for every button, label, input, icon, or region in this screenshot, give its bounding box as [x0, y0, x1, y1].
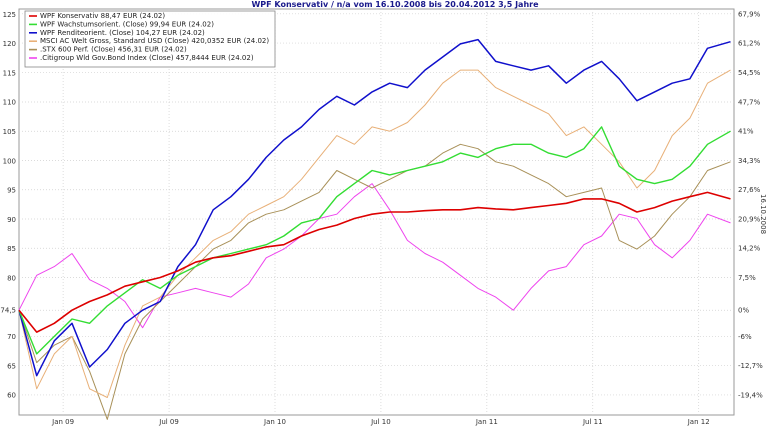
- y-right-tick-label: -6%: [738, 333, 752, 341]
- axis-labels: Jan 09 Jul 09 Jan 10 Jul 10 Jan 11 Jul 11 Jan …: [0, 10, 763, 426]
- y-right-tick-label: 20,9%: [738, 215, 761, 223]
- x-tick-label: Jan 10: [263, 418, 286, 426]
- y-right-tick-label: 41%: [738, 128, 754, 136]
- y-left-tick-label: 90: [7, 216, 16, 224]
- y-right-tick-label: 61,2%: [738, 40, 761, 48]
- y-left-tick-label: 120: [3, 40, 16, 48]
- y-right-tick-label: 7,5%: [738, 274, 756, 282]
- y-right-tick-label: 34,3%: [738, 157, 761, 165]
- series-lines: [18, 38, 731, 420]
- y-left-tick-label: 74,5: [0, 307, 16, 315]
- series-line: [18, 191, 731, 333]
- y-right-tick-label: 0%: [738, 307, 749, 315]
- y-left-tick-label: 65: [7, 362, 16, 370]
- y-right-tick-label: -12,7%: [738, 362, 763, 370]
- x-tick-label: Jul 10: [370, 418, 391, 426]
- legend-entry: WPF Wachstumsorient. (Close) 99,94 EUR (…: [40, 20, 214, 28]
- y-right-tick-label: 47,7%: [738, 98, 761, 106]
- x-tick-label: Jan 11: [475, 418, 498, 426]
- chart-title: WPF Konservativ / n/a vom 16.10.2008 bis…: [251, 0, 539, 9]
- y-right-tick-label: -19,4%: [738, 391, 763, 399]
- legend-entry: .Citigroup Wld Gov.Bond Index (Close) 45…: [40, 54, 254, 62]
- y-left-tick-label: 105: [3, 128, 16, 136]
- series-line: [18, 69, 731, 398]
- y-left-tick-label: 80: [7, 274, 16, 282]
- x-tick-label: Jul 09: [158, 418, 179, 426]
- legend-entry: MSCI AC Welt Gross, Standard USD (Close)…: [40, 37, 269, 45]
- x-tick-label: Jan 09: [51, 418, 74, 426]
- legend: WPF Konservativ 88,47 EUR (24.02)WPF Wac…: [24, 10, 276, 68]
- y-right-tick-label: 54,5%: [738, 69, 761, 77]
- y-left-tick-label: 115: [3, 69, 16, 77]
- y-left-tick-label: 70: [7, 333, 16, 341]
- side-date-label: 16.10.2008: [759, 194, 767, 234]
- y-left-tick-label: 125: [3, 11, 16, 19]
- legend-box: [24, 10, 276, 68]
- y-left-tick-label: 110: [3, 99, 16, 107]
- x-tick-label: Jan 12: [687, 418, 710, 426]
- x-tick-label: Jul 11: [582, 418, 603, 426]
- y-left-tick-label: 85: [7, 245, 16, 253]
- y-left-tick-label: 60: [7, 392, 16, 400]
- legend-entry: WPF Konservativ 88,47 EUR (24.02): [40, 12, 165, 20]
- plot-area: [18, 8, 735, 416]
- y-left-tick-label: 100: [3, 157, 16, 165]
- series-line: [18, 143, 731, 420]
- series-line: [18, 38, 731, 377]
- y-right-tick-label: 67,9%: [738, 10, 761, 18]
- y-right-tick-label: 14,2%: [738, 245, 761, 253]
- y-right-tick-label: 27,6%: [738, 186, 761, 194]
- legend-entry: .STX 600 Perf. (Close) 456,31 EUR (24.02…: [40, 46, 187, 54]
- legend-entry: WPF Renditeorient. (Close) 104,27 EUR (2…: [40, 29, 205, 37]
- y-left-tick-label: 95: [7, 187, 16, 195]
